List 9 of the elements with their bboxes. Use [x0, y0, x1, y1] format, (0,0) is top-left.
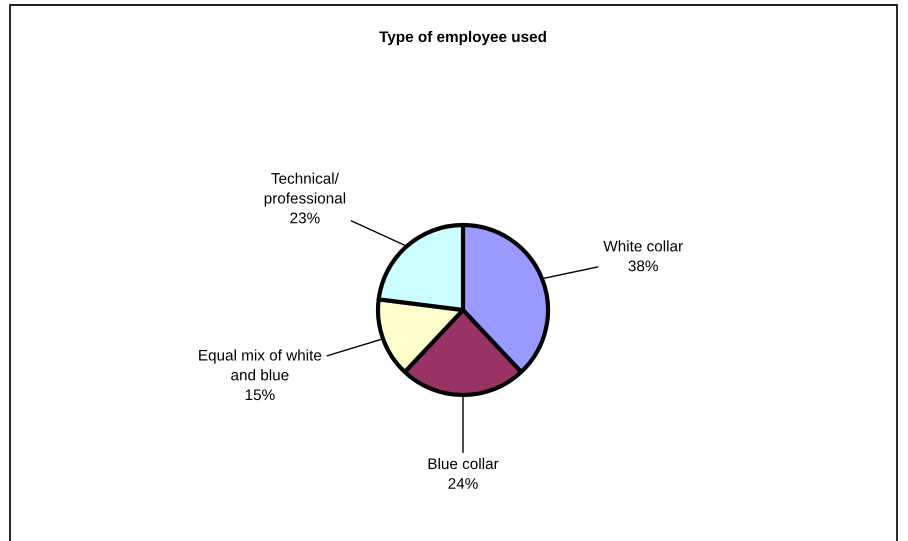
chart-title: Type of employee used [379, 30, 546, 46]
data-label: 23% [290, 212, 320, 224]
data-label: 38% [628, 260, 658, 272]
slice-label: Technical/ professional [264, 172, 346, 207]
data-label: 15% [246, 389, 275, 400]
slice-label: Blue collar [428, 458, 498, 470]
slice-label: White collar [603, 240, 683, 252]
slice-label: Equal mix of white and blue [199, 349, 322, 380]
data-label: 24% [448, 478, 478, 489]
